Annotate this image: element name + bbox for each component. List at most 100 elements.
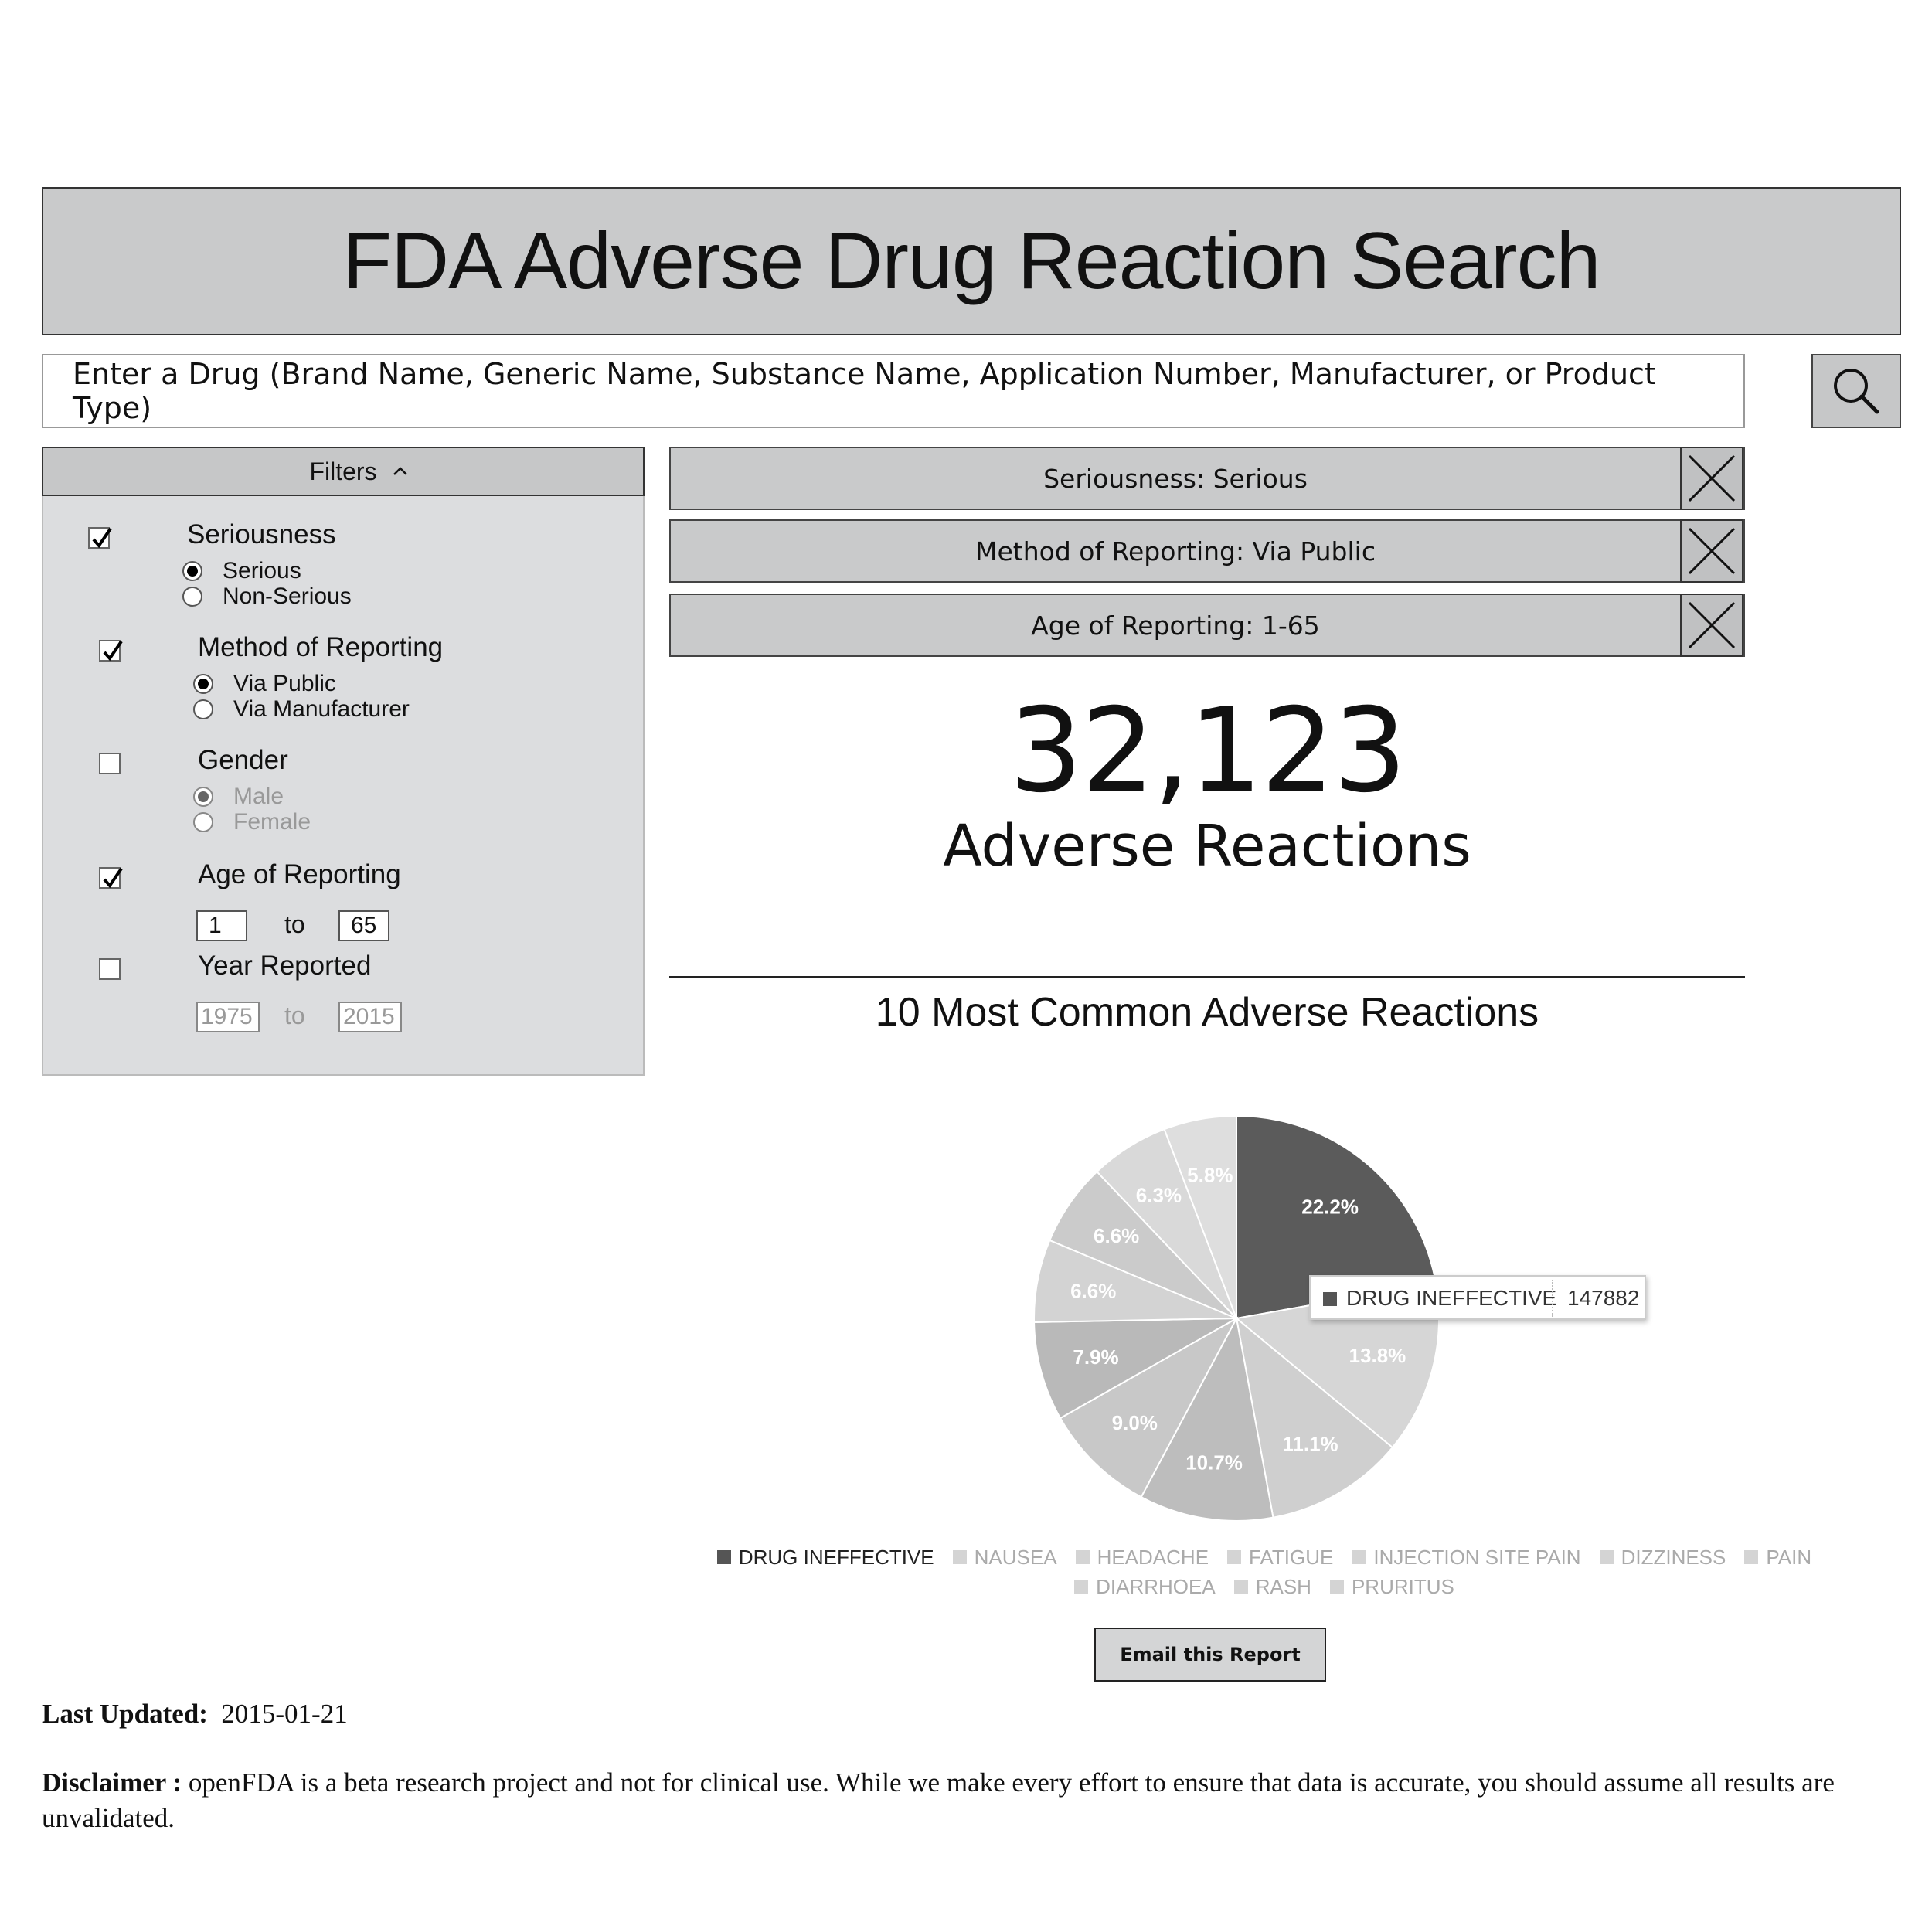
year-to-input[interactable]: 2015 [338,1002,402,1032]
pie-slice[interactable] [1163,1114,1237,1319]
legend-label: DIARRHOEA [1096,1575,1216,1598]
legend-item[interactable]: DRUG INEFFECTIVE [716,1543,934,1572]
remove-filter-button[interactable] [1680,447,1743,510]
pie-slice-label: 5.8% [1187,1163,1233,1186]
pie-slice-label: 6.6% [1094,1224,1139,1247]
non-serious-radio[interactable] [182,587,202,607]
legend-item[interactable]: HEADACHE [1075,1543,1209,1572]
legend-swatch [1352,1550,1366,1564]
female-radio-label: Female [233,809,311,835]
via-public-radio[interactable] [193,674,213,694]
via-public-radio-label: Via Public [233,671,336,696]
pie-slice-label: 6.3% [1136,1183,1182,1206]
male-radio[interactable] [193,787,213,807]
via-manufacturer-radio[interactable] [193,699,213,719]
legend-label: DRUG INEFFECTIVE [738,1546,934,1569]
year-from-input[interactable]: 1975 [196,1002,260,1032]
female-radio[interactable] [193,812,213,832]
page-title: FDA Adverse Drug Reaction Search [342,216,1600,306]
last-updated: Last Updated: 2015-01-21 [42,1699,348,1730]
legend-item[interactable]: NAUSEA [952,1543,1057,1572]
legend-label: PAIN [1766,1546,1812,1569]
active-filter-label: Seriousness: Serious [1043,463,1308,494]
serious-radio-label: Serious [223,558,301,583]
filters-panel: Filters Seriousness Serious Non-Serious … [42,447,645,1076]
legend-swatch [1233,1580,1248,1594]
age-to-label: to [284,910,305,938]
tooltip-name: DRUG INEFFECTIVE [1346,1286,1557,1310]
chart-title: 10 Most Common Adverse Reactions [875,990,1539,1035]
pie-slice[interactable] [1033,1239,1237,1323]
search-icon [1834,369,1879,414]
pie-slice[interactable] [1140,1316,1274,1522]
pie-slice[interactable] [1235,1316,1394,1519]
legend-item[interactable]: INJECTION SITE PAIN [1352,1543,1581,1572]
pie-slice-label: 22.2% [1301,1195,1359,1218]
pie-slice[interactable] [1236,1114,1437,1320]
legend-label: HEADACHE [1097,1546,1209,1569]
via-manufacturer-radio-label: Via Manufacturer [233,696,410,722]
pie-slice-label: 6.6% [1070,1280,1116,1303]
disclaimer-label: Disclaimer : [42,1767,182,1798]
legend-label: NAUSEA [974,1546,1057,1569]
pie-slice[interactable] [1033,1318,1237,1420]
checkmark-icon [103,640,123,662]
close-icon [1688,454,1736,502]
legend-swatch [1075,1550,1090,1564]
legend-item[interactable]: PAIN [1744,1543,1811,1572]
legend-item[interactable]: DIZZINESS [1599,1543,1726,1572]
drug-search-input[interactable]: Enter a Drug (Brand Name, Generic Name, … [42,354,1745,428]
adverse-reaction-count-label: Adverse Reactions [943,813,1471,879]
disclaimer: Disclaimer : openFDA is a beta research … [42,1765,1889,1836]
male-radio-label: Male [233,784,284,809]
legend-label: PRURITUS [1351,1575,1454,1598]
age-checkbox[interactable] [99,867,123,889]
search-button[interactable] [1811,354,1901,428]
close-icon [1688,527,1736,575]
active-filter-chip: Seriousness: Serious [669,447,1745,510]
last-updated-label: Last Updated: [42,1699,208,1729]
legend-label: INJECTION SITE PAIN [1373,1546,1581,1569]
section-divider [669,976,1745,978]
legend-swatch [952,1550,967,1564]
remove-filter-button[interactable] [1680,594,1743,657]
serious-radio[interactable] [182,561,202,581]
pie-slice[interactable] [1048,1170,1237,1319]
legend-label: FATIGUE [1249,1546,1334,1569]
active-filter-label: Age of Reporting: 1-65 [1031,610,1320,641]
pie-slice-label: 10.7% [1185,1451,1243,1474]
pie-slice-label: 11.1% [1282,1433,1338,1456]
legend-swatch [1329,1580,1344,1594]
checkmark-icon [103,867,123,889]
app-header: FDA Adverse Drug Reaction Search [42,187,1901,335]
email-report-button[interactable]: Email this Report [1094,1628,1326,1682]
age-to-input[interactable]: 65 [338,910,389,941]
age-from-input[interactable]: 1 [196,910,247,941]
filters-title: Filters [309,457,377,485]
age-label: Age of Reporting [198,859,401,889]
legend-item[interactable]: DIARRHOEA [1074,1572,1216,1601]
year-to-label: to [284,1002,305,1029]
legend-swatch [716,1550,731,1564]
legend-item[interactable]: PRURITUS [1329,1572,1454,1601]
legend-item[interactable]: FATIGUE [1227,1543,1333,1572]
legend-item[interactable]: RASH [1233,1572,1311,1601]
chevron-up-icon [393,467,407,475]
legend-swatch [1074,1580,1089,1594]
filters-toggle[interactable]: Filters [42,447,645,496]
seriousness-checkbox[interactable] [88,527,112,549]
last-updated-value: 2015-01-21 [221,1699,348,1729]
legend-swatch [1227,1550,1242,1564]
legend-label: RASH [1255,1575,1311,1598]
legend-row: DIARRHOEA RASH PRURITUS [669,1572,1859,1601]
non-serious-radio-label: Non-Serious [223,583,352,609]
year-checkbox[interactable] [99,958,121,980]
method-checkbox[interactable] [99,640,123,662]
remove-filter-button[interactable] [1680,519,1743,583]
active-filter-chip: Method of Reporting: Via Public [669,519,1745,583]
checkmark-icon [92,527,112,549]
pie-slice-label: 7.9% [1073,1345,1118,1369]
pie-slice[interactable] [1059,1316,1239,1498]
adverse-reactions-pie-chart[interactable]: 22.2% 13.8% 11.1% 10.7% 9.0% 7.9% 6.6% 6.6% 6.3%… [1005,1082,1468,1546]
gender-checkbox[interactable] [99,753,121,774]
